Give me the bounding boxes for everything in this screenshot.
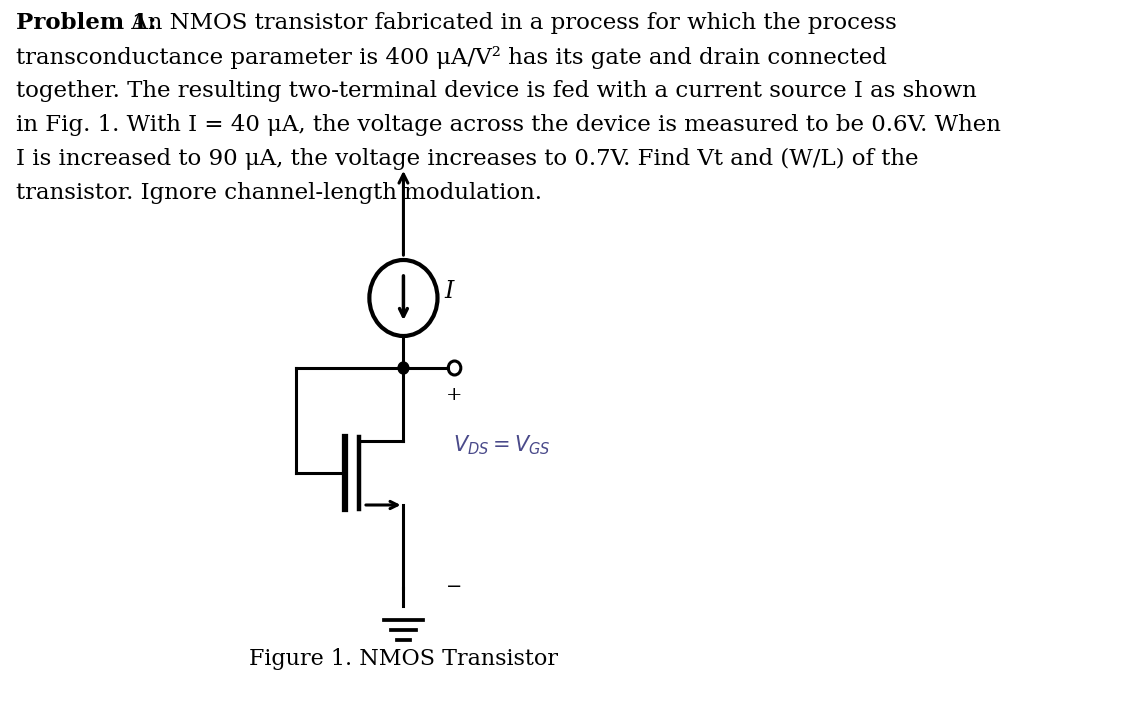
Text: transconductance parameter is 400 μA/V² has its gate and drain connected: transconductance parameter is 400 μA/V² … bbox=[16, 46, 887, 69]
Circle shape bbox=[398, 362, 409, 374]
Text: −: − bbox=[447, 578, 463, 596]
Text: together. The resulting two-terminal device is fed with a current source I as sh: together. The resulting two-terminal dev… bbox=[16, 80, 977, 102]
Text: Problem 1:: Problem 1: bbox=[16, 12, 157, 34]
Text: I: I bbox=[445, 280, 454, 304]
Text: I is increased to 90 μA, the voltage increases to 0.7V. Find Vt and (W/L) of the: I is increased to 90 μA, the voltage inc… bbox=[16, 148, 919, 170]
Text: in Fig. 1. With I = 40 μA, the voltage across the device is measured to be 0.6V.: in Fig. 1. With I = 40 μA, the voltage a… bbox=[16, 114, 1001, 136]
Text: transistor. Ignore channel-length modulation.: transistor. Ignore channel-length modula… bbox=[16, 182, 542, 204]
Text: $V_{DS}=V_{GS}$: $V_{DS}=V_{GS}$ bbox=[453, 433, 550, 456]
Text: An NMOS transistor fabricated in a process for which the process: An NMOS transistor fabricated in a proce… bbox=[124, 12, 896, 34]
Text: +: + bbox=[447, 386, 463, 404]
Text: Figure 1. NMOS Transistor: Figure 1. NMOS Transistor bbox=[249, 648, 558, 670]
